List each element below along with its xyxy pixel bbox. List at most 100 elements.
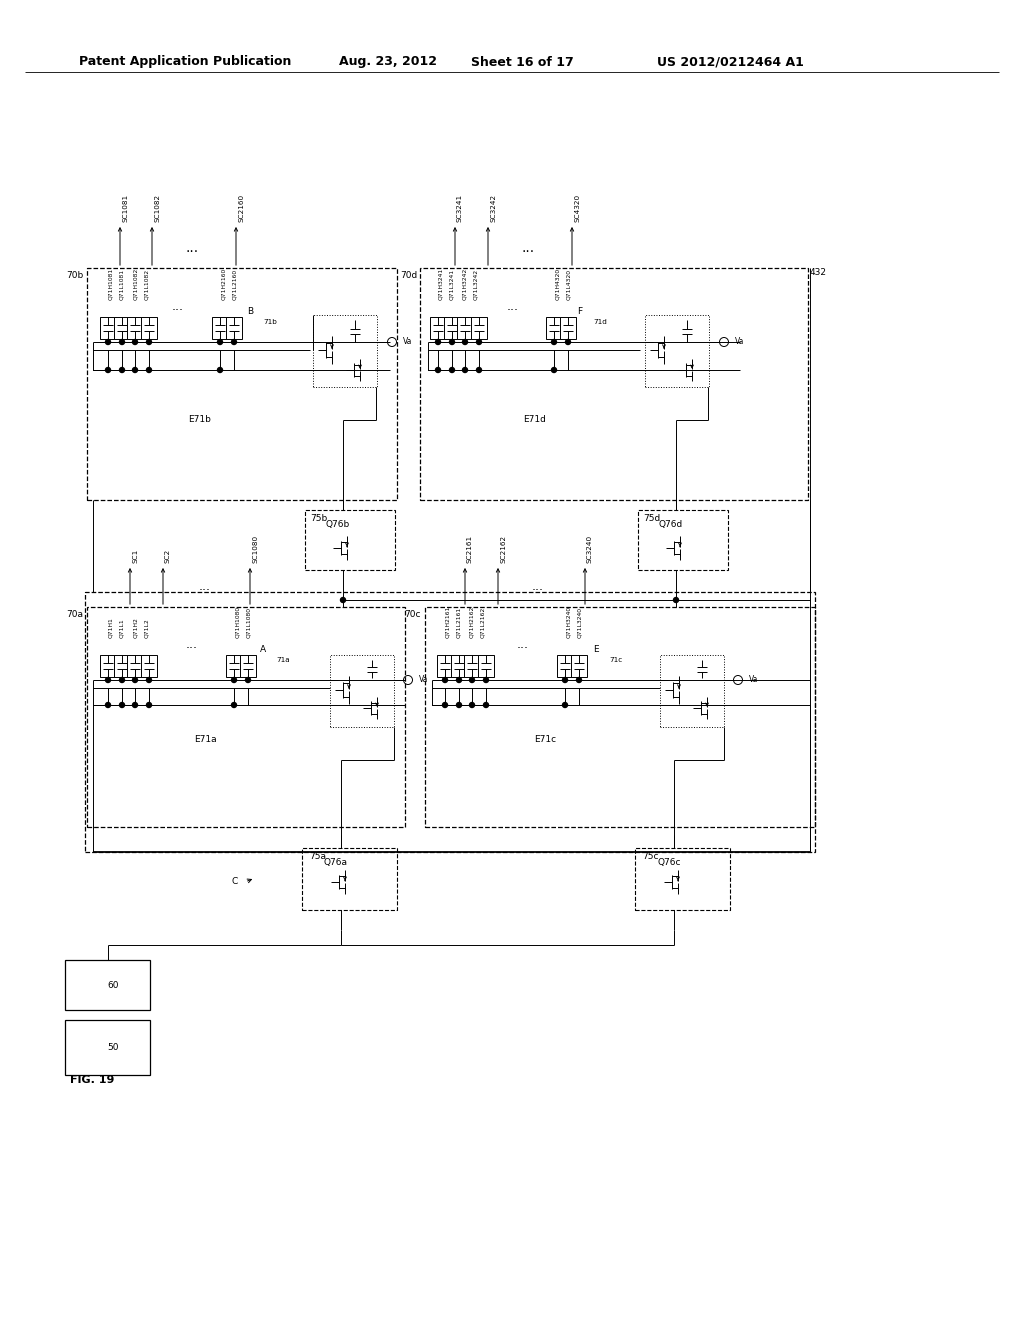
Circle shape bbox=[146, 367, 152, 372]
Bar bbox=[313, 315, 377, 387]
Text: C: C bbox=[231, 878, 238, 887]
Circle shape bbox=[435, 339, 440, 345]
Circle shape bbox=[562, 702, 567, 708]
Circle shape bbox=[132, 677, 137, 682]
Text: Aug. 23, 2012: Aug. 23, 2012 bbox=[339, 55, 437, 69]
Circle shape bbox=[231, 339, 237, 345]
Circle shape bbox=[105, 702, 111, 708]
Circle shape bbox=[217, 367, 222, 372]
Bar bbox=[302, 847, 397, 909]
Circle shape bbox=[105, 677, 111, 682]
Text: 75b: 75b bbox=[310, 513, 328, 523]
Text: Q71H1: Q71H1 bbox=[108, 618, 113, 638]
Circle shape bbox=[217, 339, 222, 345]
Text: E71d: E71d bbox=[523, 416, 547, 425]
Text: SC2160: SC2160 bbox=[238, 194, 244, 222]
Text: ...: ... bbox=[172, 301, 184, 314]
Bar bbox=[464, 655, 480, 677]
Bar bbox=[571, 655, 587, 677]
Text: SC1081: SC1081 bbox=[122, 194, 128, 222]
Bar bbox=[635, 847, 730, 909]
Bar bbox=[478, 655, 494, 677]
Text: SC3241: SC3241 bbox=[457, 194, 463, 222]
Text: 70d: 70d bbox=[399, 271, 417, 280]
Text: E71b: E71b bbox=[188, 416, 211, 425]
Circle shape bbox=[105, 339, 111, 345]
Text: 70a: 70a bbox=[66, 610, 83, 619]
Text: Va: Va bbox=[403, 338, 413, 346]
Text: FIG. 19: FIG. 19 bbox=[70, 1074, 115, 1085]
Text: A: A bbox=[260, 645, 266, 655]
Bar bbox=[212, 317, 228, 339]
Bar bbox=[471, 317, 487, 339]
Circle shape bbox=[146, 677, 152, 682]
Circle shape bbox=[469, 677, 474, 682]
Bar bbox=[226, 317, 242, 339]
Text: SC2162: SC2162 bbox=[500, 535, 506, 564]
Bar bbox=[557, 655, 573, 677]
Bar bbox=[660, 655, 724, 727]
Text: 71c: 71c bbox=[609, 657, 623, 663]
Text: Q71L3240: Q71L3240 bbox=[577, 607, 582, 638]
Text: Q71H2161: Q71H2161 bbox=[445, 606, 450, 638]
Text: Q71L2162: Q71L2162 bbox=[480, 607, 485, 638]
Text: US 2012/0212464 A1: US 2012/0212464 A1 bbox=[656, 55, 804, 69]
Bar bbox=[546, 317, 562, 339]
Text: Q71L1082: Q71L1082 bbox=[144, 269, 150, 300]
Bar bbox=[645, 315, 709, 387]
Bar bbox=[240, 655, 256, 677]
Text: Va: Va bbox=[749, 676, 759, 685]
Bar bbox=[638, 510, 728, 570]
Circle shape bbox=[442, 702, 447, 708]
Circle shape bbox=[483, 677, 488, 682]
Text: Q71H1082: Q71H1082 bbox=[133, 268, 138, 300]
Circle shape bbox=[483, 702, 488, 708]
Bar bbox=[425, 607, 815, 828]
Circle shape bbox=[120, 677, 125, 682]
Text: ...: ... bbox=[521, 242, 535, 255]
Circle shape bbox=[476, 339, 481, 345]
Circle shape bbox=[120, 702, 125, 708]
Bar bbox=[420, 268, 808, 500]
Circle shape bbox=[450, 367, 455, 372]
Circle shape bbox=[341, 598, 345, 602]
Bar bbox=[85, 591, 815, 851]
Circle shape bbox=[577, 677, 582, 682]
Circle shape bbox=[552, 339, 556, 345]
Text: 60: 60 bbox=[106, 981, 119, 990]
Text: 70c: 70c bbox=[404, 610, 421, 619]
Circle shape bbox=[469, 702, 474, 708]
Text: 50: 50 bbox=[106, 1043, 119, 1052]
Circle shape bbox=[463, 339, 468, 345]
Circle shape bbox=[146, 339, 152, 345]
Circle shape bbox=[435, 367, 440, 372]
Text: Va: Va bbox=[735, 338, 744, 346]
Text: ...: ... bbox=[199, 581, 211, 594]
Text: Q71L3241: Q71L3241 bbox=[449, 269, 454, 300]
Text: SC1: SC1 bbox=[132, 549, 138, 564]
Circle shape bbox=[457, 702, 462, 708]
Text: Q71L2160: Q71L2160 bbox=[232, 269, 237, 300]
Circle shape bbox=[457, 677, 462, 682]
Text: ...: ... bbox=[507, 301, 519, 314]
Text: ...: ... bbox=[532, 581, 544, 594]
Bar bbox=[305, 510, 395, 570]
Circle shape bbox=[132, 367, 137, 372]
Text: 75c: 75c bbox=[642, 851, 658, 861]
Text: SC4320: SC4320 bbox=[574, 194, 580, 222]
Text: Q71L1: Q71L1 bbox=[119, 618, 124, 638]
Bar bbox=[114, 317, 130, 339]
Bar bbox=[437, 655, 453, 677]
Text: Q71L3242: Q71L3242 bbox=[473, 269, 478, 300]
Text: SC3240: SC3240 bbox=[587, 535, 593, 564]
Text: 75a: 75a bbox=[309, 851, 326, 861]
Text: ...: ... bbox=[517, 639, 529, 652]
Text: E: E bbox=[593, 645, 599, 655]
Circle shape bbox=[562, 677, 567, 682]
Bar bbox=[100, 655, 116, 677]
Text: ...: ... bbox=[185, 242, 199, 255]
Circle shape bbox=[476, 367, 481, 372]
Bar bbox=[65, 1020, 150, 1074]
Text: Q71H2160: Q71H2160 bbox=[221, 268, 226, 300]
Circle shape bbox=[231, 677, 237, 682]
